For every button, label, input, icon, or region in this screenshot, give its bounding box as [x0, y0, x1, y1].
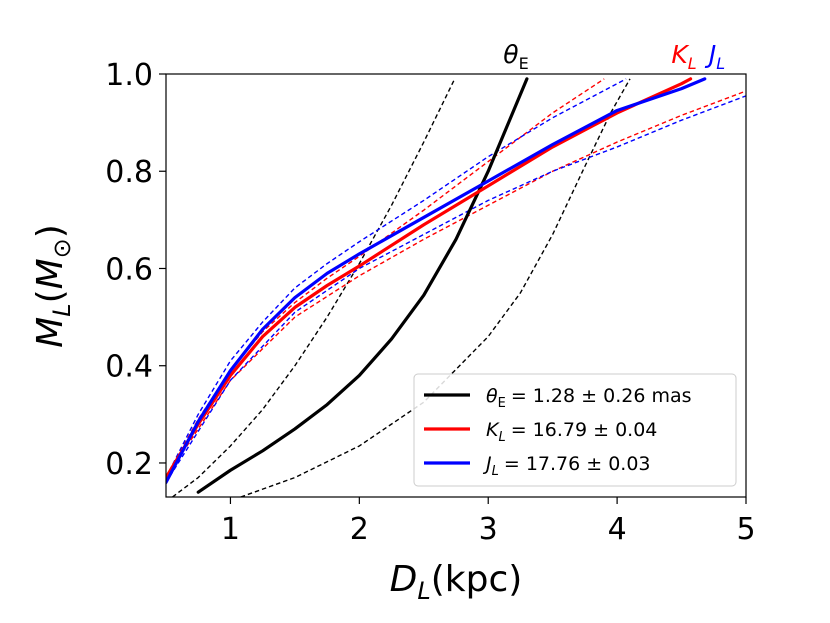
y-axis-label: ML(M⊙): [30, 224, 76, 348]
x-tick-label: 1: [221, 512, 240, 547]
x-tick-label: 4: [608, 512, 627, 547]
x-axis-label: DL(kpc): [390, 559, 523, 605]
y-tick-label: 0.6: [105, 252, 153, 287]
series-line-theta-e-lower: [240, 78, 631, 497]
ticks-group: 1 2 3 4 5 0.2 0.4 0.6 0.8 1.0: [105, 58, 755, 547]
top-label-j-l: JL: [704, 40, 725, 73]
y-tick-label: 0.4: [105, 350, 153, 385]
plot-frame: [165, 73, 747, 498]
series-line-theta-e-upper: [172, 78, 456, 497]
top-labels-group: θE KL JL: [503, 40, 725, 73]
legend-label-theta-e: θE = 1.28 ± 0.26 mas: [486, 385, 692, 411]
x-tick-label: 2: [350, 512, 369, 547]
axis-labels-group: DL(kpc) ML(M⊙): [30, 224, 522, 605]
series-line-theta-e: [196, 77, 529, 494]
series-line-j-l: [166, 77, 707, 485]
series-line-k-l: [166, 77, 693, 480]
curves-group: [166, 77, 746, 497]
y-tick-label: 1.0: [105, 58, 153, 93]
y-tick-label: 0.8: [105, 155, 153, 190]
x-tick-label: 5: [736, 512, 755, 547]
series-line-j-l-lower: [166, 95, 746, 483]
x-tick-label: 3: [479, 512, 498, 547]
top-label-k-l: KL: [671, 40, 696, 73]
legend-label-j-l: JL = 17.76 ± 0.03: [482, 453, 651, 479]
series-line-j-l-upper: [166, 78, 627, 478]
series-line-k-l-lower: [166, 90, 746, 478]
legend: θE = 1.28 ± 0.26 mas KL = 16.79 ± 0.04 JL = 1…: [413, 373, 737, 487]
legend-label-k-l: KL = 16.79 ± 0.04: [486, 419, 657, 445]
top-label-theta-e: θE: [503, 40, 528, 73]
y-tick-label: 0.2: [105, 447, 153, 482]
legend-box: [413, 373, 737, 487]
